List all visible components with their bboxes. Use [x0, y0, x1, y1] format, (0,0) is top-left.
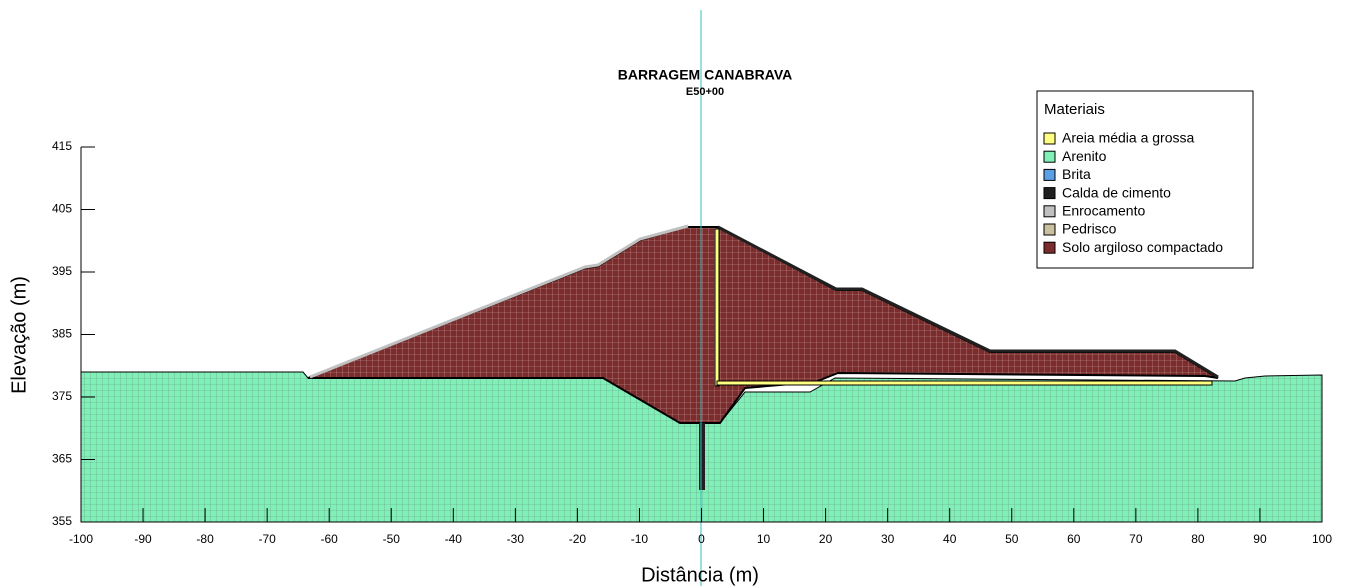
y-tick-label: 395	[52, 264, 72, 278]
y-axis-label: Elevação (m)	[8, 276, 30, 394]
legend-swatch	[1044, 188, 1055, 199]
y-tick-label: 355	[52, 514, 72, 528]
x-tick-label: -20	[569, 532, 587, 546]
x-tick-label: 10	[757, 532, 771, 546]
y-tick-label: 375	[52, 389, 72, 403]
x-tick-label: -10	[631, 532, 649, 546]
grout-curtain	[699, 423, 705, 490]
x-axis-label: Distância (m)	[641, 564, 759, 586]
legend-label: Solo argiloso compactado	[1062, 239, 1223, 255]
y-tick-label: 385	[52, 327, 72, 341]
x-tick-label: -90	[134, 532, 152, 546]
legend-label: Enrocamento	[1062, 203, 1145, 219]
x-tick-label: -100	[69, 532, 93, 546]
x-tick-label: 30	[881, 532, 895, 546]
legend-label: Brita	[1062, 166, 1091, 182]
x-tick-label: 70	[1129, 532, 1143, 546]
x-tick-label: 80	[1191, 532, 1205, 546]
x-tick-label: -50	[383, 532, 401, 546]
legend-label: Areia média a grossa	[1062, 130, 1195, 146]
x-tick-label: 40	[943, 532, 957, 546]
chart-subtitle: E50+00	[686, 86, 724, 98]
chart-title: BARRAGEM CANABRAVA	[618, 67, 792, 83]
vertical-filter	[715, 229, 719, 386]
x-tick-label: 60	[1067, 532, 1081, 546]
x-tick-label: 50	[1005, 532, 1019, 546]
legend-label: Arenito	[1062, 148, 1107, 164]
y-tick-label: 365	[52, 452, 72, 466]
legend-swatch	[1044, 206, 1055, 217]
legend-label: Pedrisco	[1062, 221, 1117, 237]
x-tick-label: -70	[258, 532, 276, 546]
y-tick-label: 405	[52, 202, 72, 216]
x-tick-label: -80	[196, 532, 214, 546]
legend-swatch	[1044, 224, 1055, 235]
legend-swatch	[1044, 133, 1055, 144]
x-tick-label: -40	[445, 532, 463, 546]
legend-swatch	[1044, 169, 1055, 180]
y-tick-label: 415	[52, 139, 72, 153]
legend-swatch	[1044, 242, 1055, 253]
chart: BARRAGEM CANABRAVA E50+00 Distância (m) …	[0, 0, 1349, 586]
x-tick-label: 0	[698, 532, 705, 546]
x-tick-label: -30	[507, 532, 525, 546]
x-tick-label: 100	[1312, 532, 1332, 546]
legend-label: Calda de cimento	[1062, 184, 1171, 200]
x-tick-label: 90	[1253, 532, 1267, 546]
x-tick-label: 20	[819, 532, 833, 546]
legend-swatch	[1044, 151, 1055, 162]
x-tick-label: -60	[321, 532, 339, 546]
horizontal-drain	[717, 381, 1212, 385]
legend-title: Materiais	[1044, 101, 1105, 118]
